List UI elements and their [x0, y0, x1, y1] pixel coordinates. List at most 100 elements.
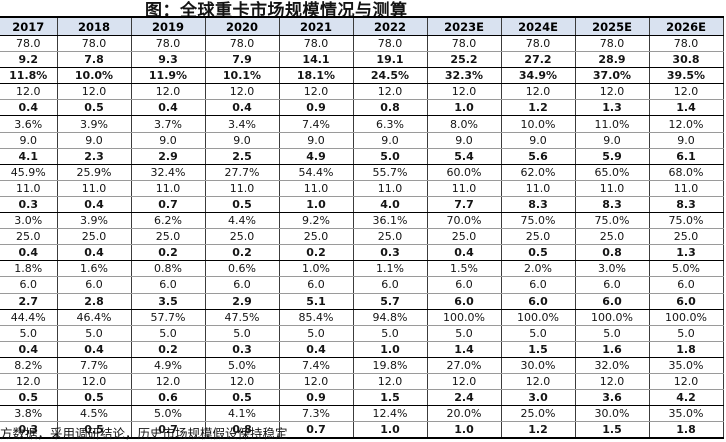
cell: 7.3% [278, 405, 354, 423]
cell: 6.0 [648, 292, 724, 310]
cell: 2.9 [204, 292, 280, 310]
cell: 10.0% [500, 115, 576, 133]
cell: 1.5 [500, 340, 576, 358]
cell: 11.0 [56, 179, 132, 197]
cell: 12.0 [0, 83, 58, 101]
cell: 8.2% [0, 356, 58, 374]
cell: 62.0% [500, 163, 576, 181]
cell: 3.0% [574, 260, 650, 278]
cell: 9.0 [278, 131, 354, 149]
cell: 0.5 [56, 421, 132, 440]
cell: 5.0 [130, 324, 206, 342]
cell: 25.0 [130, 228, 206, 246]
cell: 5.0 [352, 324, 428, 342]
cell: 4.2 [648, 389, 724, 407]
table-row: 78.0 78.0 78.0 78.0 78.0 78.0 78.0 78.0 78.0 78.0 [0, 34, 724, 53]
cell: 6.1 [648, 147, 724, 165]
cell: 6.0 [426, 292, 502, 310]
cell: 0.4 [0, 244, 58, 262]
cell: 5.0 [278, 324, 354, 342]
table-body: 78.0 78.0 78.0 78.0 78.0 78.0 78.0 78.0 78.0 78.0… [0, 34, 724, 440]
cell: 0.3 [204, 340, 280, 358]
cell: 11.9% [130, 67, 206, 85]
cell: 1.3 [574, 99, 650, 117]
cell: 1.0 [352, 340, 428, 358]
cell: 10.0% [56, 67, 132, 85]
cell: 78.0 [648, 34, 724, 53]
cell: 0.2 [130, 340, 206, 358]
cell: 78.0 [56, 34, 132, 53]
cell: 6.0 [574, 276, 650, 294]
cell: 0.2 [130, 244, 206, 262]
cell: 0.4 [278, 340, 354, 358]
cell: 0.3 [0, 195, 58, 214]
cell: 19.1 [352, 51, 428, 69]
cell: 44.4% [0, 308, 58, 326]
cell: 12.0 [0, 372, 58, 391]
cell: 5.0 [500, 324, 576, 342]
cell: 30.0% [574, 405, 650, 423]
cell: 5.1 [278, 292, 354, 310]
cell: 2.3 [56, 147, 132, 165]
cell: 4.1 [0, 147, 58, 165]
cell: 12.0 [500, 83, 576, 101]
cell: 28.9 [574, 51, 650, 69]
table-row: 45.9% 25.9% 32.4% 27.7% 54.4% 55.7% 60.0% 62.0%… [0, 163, 724, 181]
cell: 12.0 [352, 83, 428, 101]
cell: 6.0 [0, 276, 58, 294]
table-row: 11.8% 10.0% 11.9% 10.1% 18.1% 24.5% 32.3% 34.9%… [0, 67, 724, 85]
cell: 55.7% [352, 163, 428, 181]
year-header: 2019 [130, 16, 206, 36]
cell: 12.0 [574, 83, 650, 101]
cell: 4.9 [278, 147, 354, 165]
cell: 45.9% [0, 163, 58, 181]
cell: 5.0% [648, 260, 724, 278]
cell: 27.7% [204, 163, 280, 181]
cell: 20.0% [426, 405, 502, 423]
market-size-table: 2017 2018 2019 2020 2021 2022 2023E 2024E 2025E 2… [0, 16, 724, 440]
cell: 75.0% [648, 212, 724, 230]
cell: 18.1% [278, 67, 354, 85]
cell: 60.0% [426, 163, 502, 181]
cell: 9.0 [130, 131, 206, 149]
cell: 46.4% [56, 308, 132, 326]
table-row: 0.3 0.5 0.7 0.8 0.7 1.0 1.0 1.2 1.5 1.8 [0, 421, 724, 440]
cell: 11.0% [574, 115, 650, 133]
cell: 0.4 [204, 99, 280, 117]
cell: 12.0 [500, 372, 576, 391]
cell: 12.0 [352, 372, 428, 391]
year-header: 2025E [574, 16, 650, 36]
cell: 0.8 [352, 99, 428, 117]
cell: 11.0 [500, 179, 576, 197]
cell: 0.9 [278, 99, 354, 117]
cell: 9.0 [56, 131, 132, 149]
cell: 25.0 [648, 228, 724, 246]
cell: 25.0 [352, 228, 428, 246]
table-row: 25.0 25.0 25.0 25.0 25.0 25.0 25.0 25.0 25.0 25.0 [0, 228, 724, 246]
cell: 0.4 [56, 195, 132, 214]
cell: 65.0% [574, 163, 650, 181]
cell: 100.0% [574, 308, 650, 326]
cell: 75.0% [500, 212, 576, 230]
cell: 1.0 [426, 99, 502, 117]
cell: 25.0 [426, 228, 502, 246]
cell: 0.5 [0, 389, 58, 407]
cell: 3.6% [0, 115, 58, 133]
cell: 14.1 [278, 51, 354, 69]
cell: 36.1% [352, 212, 428, 230]
cell: 9.0 [0, 131, 58, 149]
cell: 11.0 [648, 179, 724, 197]
cell: 10.1% [204, 67, 280, 85]
cell: 11.0 [130, 179, 206, 197]
table-row: 0.4 0.4 0.2 0.3 0.4 1.0 1.4 1.5 1.6 1.8 [0, 340, 724, 358]
cell: 12.0 [426, 83, 502, 101]
cell: 68.0% [648, 163, 724, 181]
cell: 24.5% [352, 67, 428, 85]
cell: 78.0 [426, 34, 502, 53]
cell: 0.7 [278, 421, 354, 440]
cell: 78.0 [130, 34, 206, 53]
cell: 0.6% [204, 260, 280, 278]
cell: 27.2 [500, 51, 576, 69]
cell: 25.2 [426, 51, 502, 69]
cell: 2.5 [204, 147, 280, 165]
